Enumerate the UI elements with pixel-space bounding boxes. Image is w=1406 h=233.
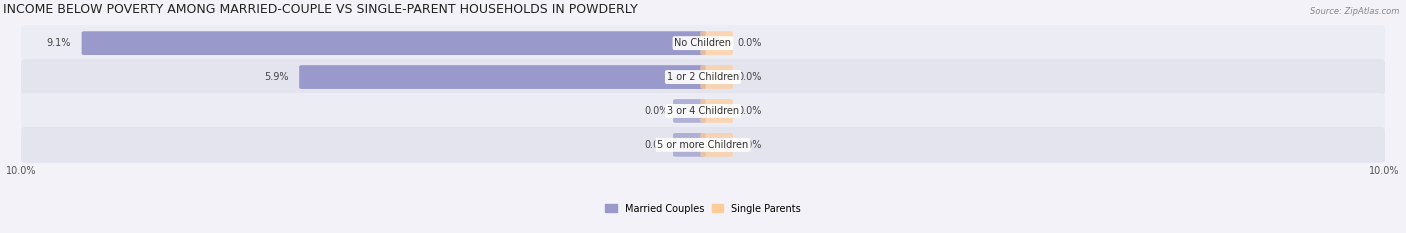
Text: No Children: No Children — [675, 38, 731, 48]
Text: 0.0%: 0.0% — [737, 140, 762, 150]
Text: INCOME BELOW POVERTY AMONG MARRIED-COUPLE VS SINGLE-PARENT HOUSEHOLDS IN POWDERL: INCOME BELOW POVERTY AMONG MARRIED-COUPL… — [3, 3, 637, 16]
Legend: Married Couples, Single Parents: Married Couples, Single Parents — [602, 200, 804, 217]
Text: 0.0%: 0.0% — [644, 140, 669, 150]
FancyBboxPatch shape — [299, 65, 706, 89]
FancyBboxPatch shape — [700, 65, 733, 89]
FancyBboxPatch shape — [21, 127, 1385, 163]
Text: 0.0%: 0.0% — [644, 106, 669, 116]
Text: 10.0%: 10.0% — [1369, 166, 1400, 176]
FancyBboxPatch shape — [673, 99, 706, 123]
Text: 3 or 4 Children: 3 or 4 Children — [666, 106, 740, 116]
FancyBboxPatch shape — [82, 31, 706, 55]
Text: 9.1%: 9.1% — [46, 38, 70, 48]
FancyBboxPatch shape — [21, 25, 1385, 61]
Text: 0.0%: 0.0% — [737, 38, 762, 48]
FancyBboxPatch shape — [21, 59, 1385, 95]
Text: 0.0%: 0.0% — [737, 106, 762, 116]
FancyBboxPatch shape — [700, 99, 733, 123]
Text: 1 or 2 Children: 1 or 2 Children — [666, 72, 740, 82]
Text: 5 or more Children: 5 or more Children — [658, 140, 748, 150]
Text: Source: ZipAtlas.com: Source: ZipAtlas.com — [1309, 7, 1399, 16]
FancyBboxPatch shape — [21, 93, 1385, 129]
Text: 0.0%: 0.0% — [737, 72, 762, 82]
FancyBboxPatch shape — [700, 133, 733, 157]
FancyBboxPatch shape — [700, 31, 733, 55]
Text: 10.0%: 10.0% — [6, 166, 37, 176]
FancyBboxPatch shape — [673, 133, 706, 157]
Text: 5.9%: 5.9% — [264, 72, 288, 82]
